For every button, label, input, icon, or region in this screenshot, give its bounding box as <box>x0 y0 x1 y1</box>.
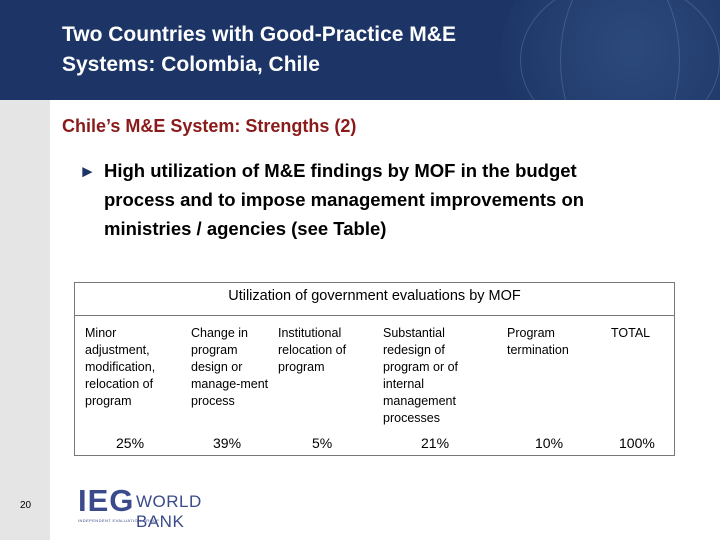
logo-mark: IEG <box>78 483 135 518</box>
left-sidebar-band <box>0 100 50 540</box>
title-line-2: Systems: Colombia, Chile <box>62 53 320 76</box>
table-divider <box>75 315 674 316</box>
page-number: 20 <box>20 500 32 511</box>
bullet-arrow-icon: ► <box>79 162 96 181</box>
ieg-world-bank-logo: IEG WORLD BANK INDEPENDENT EVALUATION GR… <box>78 483 238 532</box>
value-institutional-relocation: 5% <box>312 435 333 451</box>
bullet-text: High utilization of M&E findings by MOF … <box>104 160 585 239</box>
value-program-termination: 10% <box>535 435 564 451</box>
value-substantial-redesign: 21% <box>421 435 450 451</box>
slide-header: Two Countries with Good-Practice M&E Sys… <box>0 0 720 100</box>
table-title: Utilization of government evaluations by… <box>228 288 521 304</box>
column-header-minor-adjustment: Minor adjustment, modification, relocati… <box>85 326 156 408</box>
slide-title: Two Countries with Good-Practice M&E Sys… <box>62 20 662 80</box>
logo-name: WORLD BANK <box>136 492 202 531</box>
value-change-in-design: 39% <box>213 435 242 451</box>
column-header-institutional-relocation: Institutional relocation of program <box>278 326 347 374</box>
value-total: 100% <box>619 435 655 451</box>
utilization-table: Utilization of government evaluations by… <box>74 282 675 456</box>
column-header-substantial-redesign: Substantial redesign of program or of in… <box>383 326 459 425</box>
title-line-1: Two Countries with Good-Practice M&E <box>62 23 456 46</box>
column-header-total: TOTAL <box>611 326 651 340</box>
column-header-program-termination: Program termination <box>507 326 569 357</box>
value-minor-adjustment: 25% <box>116 435 145 451</box>
column-header-change-in-design: Change in program design or manage-ment … <box>191 326 269 408</box>
logo-tagline: INDEPENDENT EVALUATION GROUP <box>78 518 160 523</box>
slide-subtitle: Chile’s M&E System: Strengths (2) <box>62 116 357 136</box>
